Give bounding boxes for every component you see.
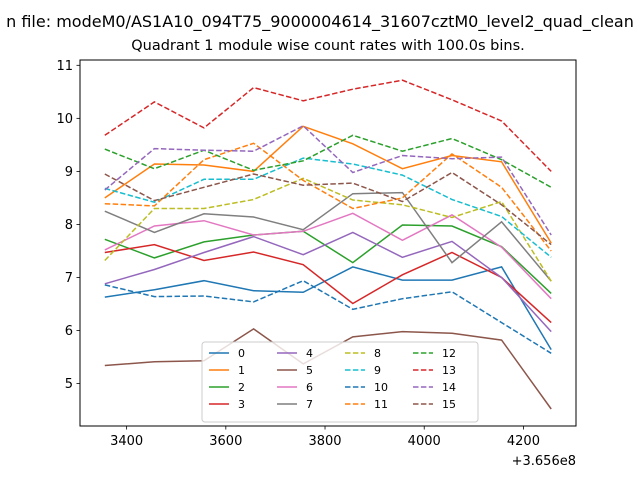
legend-label-7: 7 (306, 398, 313, 411)
legend-label-10: 10 (374, 381, 388, 394)
series-line-7 (104, 191, 552, 282)
series-line-13 (104, 79, 552, 172)
legend-label-8: 8 (374, 347, 381, 360)
y-tick-label: 10 (56, 112, 73, 127)
legend-label-1: 1 (238, 364, 245, 377)
x-axis: 3400 3600 3800 4000 4200 (110, 426, 540, 449)
chart-title: Quadrant 1 module wise count rates with … (131, 38, 525, 54)
series-line-4 (104, 231, 552, 333)
series-line-10 (104, 279, 552, 354)
legend-label-0: 0 (238, 347, 245, 360)
x-tick-label: 3400 (110, 434, 143, 449)
legend-label-14: 14 (442, 381, 456, 394)
series-line-8 (104, 177, 552, 282)
legend-label-4: 4 (306, 347, 313, 360)
x-tick-label: 3800 (308, 434, 341, 449)
y-tick-label: 6 (65, 324, 73, 339)
y-tick-label: 8 (65, 218, 73, 233)
legend-box (201, 341, 479, 423)
x-tick-label: 4200 (507, 434, 540, 449)
series-line-2 (104, 224, 552, 294)
legend-label-6: 6 (306, 381, 313, 394)
y-tick-label: 9 (65, 165, 73, 180)
series-line-9 (104, 157, 552, 258)
series-line-3 (104, 243, 552, 324)
series-line-15 (104, 171, 552, 246)
legend-label-15: 15 (442, 398, 456, 411)
legend-label-12: 12 (442, 347, 456, 360)
series-line-12 (104, 134, 552, 188)
legend-label-9: 9 (374, 364, 381, 377)
y-axis: 5 6 7 8 9 10 11 (56, 59, 80, 392)
legend-label-3: 3 (238, 398, 245, 411)
x-tick-label: 4000 (408, 434, 441, 449)
x-tick-label: 3600 (209, 434, 242, 449)
x-axis-offset-label: +3.656e8 (512, 454, 576, 469)
legend-label-11: 11 (374, 398, 388, 411)
legend-label-13: 13 (442, 364, 456, 377)
series-line-11 (104, 142, 552, 252)
chart-suptitle: n file: modeM0/AS1A10_094T75_9000004614_… (6, 12, 634, 32)
legend-label-5: 5 (306, 364, 313, 377)
plot-frame (79, 59, 577, 427)
legend-label-2: 2 (238, 381, 245, 394)
y-tick-label: 11 (56, 59, 73, 74)
y-tick-label: 5 (65, 377, 73, 392)
series-line-14 (104, 124, 552, 236)
series-line-0 (104, 266, 552, 350)
y-tick-label: 7 (65, 271, 73, 286)
